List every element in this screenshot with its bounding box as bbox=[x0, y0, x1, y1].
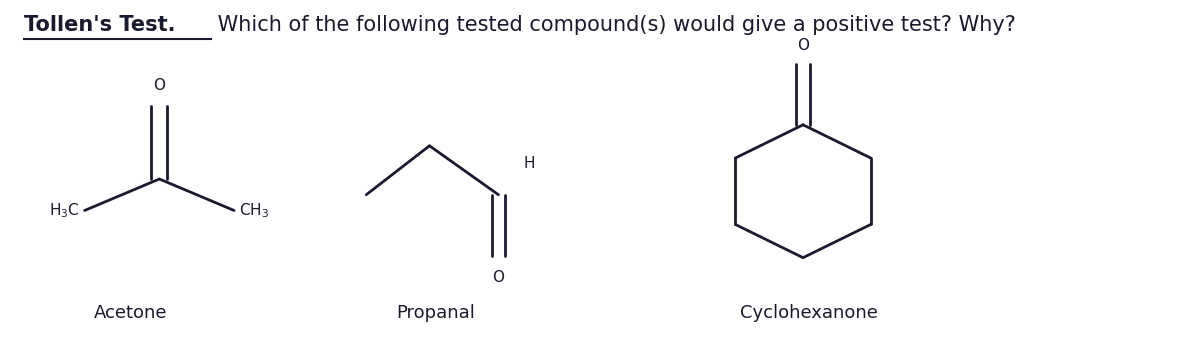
Text: O: O bbox=[797, 38, 809, 53]
Text: O: O bbox=[492, 270, 504, 285]
Text: H$_3$C: H$_3$C bbox=[49, 201, 80, 220]
Text: H: H bbox=[523, 156, 535, 171]
Text: Tollen's Test.: Tollen's Test. bbox=[24, 15, 175, 35]
Text: Which of the following tested compound(s) would give a positive test? Why?: Which of the following tested compound(s… bbox=[211, 15, 1016, 35]
Text: Cyclohexanone: Cyclohexanone bbox=[740, 304, 877, 322]
Text: Propanal: Propanal bbox=[396, 304, 475, 322]
Text: Acetone: Acetone bbox=[94, 304, 167, 322]
Text: CH$_3$: CH$_3$ bbox=[239, 201, 269, 220]
Text: O: O bbox=[154, 78, 166, 93]
